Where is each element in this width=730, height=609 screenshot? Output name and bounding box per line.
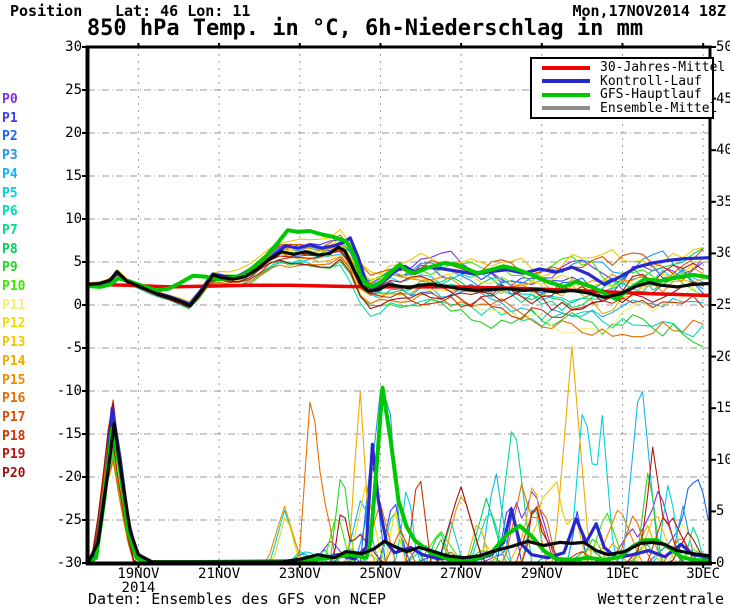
member-label-p4: P4 — [2, 166, 18, 182]
right-axis-tick-label: 5 — [716, 503, 725, 520]
member-label-p6: P6 — [2, 204, 18, 220]
series-ensemble-mean-temp — [88, 245, 710, 308]
right-axis-tick-label: 25 — [716, 297, 730, 313]
axis-ticks — [82, 43, 716, 568]
member-label-p14: P14 — [2, 353, 26, 369]
member-label-p15: P15 — [2, 372, 26, 388]
series-30yr-mean-temp — [88, 282, 710, 298]
left-axis-tick-label: -20 — [56, 469, 82, 485]
member-label-p20: P20 — [2, 466, 26, 481]
x-axis-tick-label: 19NOV — [117, 566, 160, 582]
right-axis-tick-label: 35 — [716, 193, 730, 210]
legend-item: Kontroll-Lauf — [542, 73, 712, 89]
left-axis-tick-label: 10 — [65, 211, 82, 227]
member-label-p1: P1 — [2, 110, 18, 126]
x-axis-tick-label: 21NOV — [198, 566, 241, 582]
x-axis-tick-label: 27NOV — [440, 566, 483, 582]
member-label-p5: P5 — [2, 185, 18, 201]
right-axis-tick-label: 0 — [716, 555, 725, 571]
series-gfs-main-precip — [88, 385, 710, 563]
legend-label: GFS-Hauptlauf — [600, 87, 702, 103]
gridlines — [88, 47, 710, 563]
left-axis-tick-label: 30 — [65, 39, 82, 55]
left-axis-tick-label: 5 — [73, 254, 82, 270]
x-axis-tick-label: 1DEC — [605, 566, 640, 582]
position-label: Position — [10, 2, 83, 20]
legend-line-swatch — [542, 92, 590, 97]
legend-label: 30-Jahres-Mittel — [600, 60, 726, 76]
chart-title: 850 hPa Temp. in °C, 6h-Niederschlag in … — [86, 16, 644, 41]
ensemble-member-temp-P13 — [88, 229, 704, 303]
left-axis-tick-label: -15 — [56, 426, 82, 442]
ensemble-member-precip-P10 — [88, 453, 709, 563]
member-label-p12: P12 — [2, 316, 26, 332]
ensemble-member-precip-P17 — [88, 418, 709, 563]
series-ensemble-mean-precip — [88, 422, 710, 563]
member-label-p9: P9 — [2, 260, 18, 276]
data-source-credit: Daten: Ensembles des GFS von NCEP — [88, 590, 387, 608]
right-axis-tick-label: 50 — [716, 39, 730, 55]
ensemble-member-precip-P7 — [88, 431, 709, 563]
legend-label: Ensemble-Mittel — [600, 100, 718, 116]
member-label-p8: P8 — [2, 241, 18, 257]
member-label-p19: P19 — [2, 447, 26, 463]
legend-line-swatch — [542, 79, 590, 84]
member-label-p2: P2 — [2, 129, 18, 145]
x-axis-tick-label: 23NOV — [278, 566, 321, 582]
ensemble-member-precip-P15 — [88, 408, 709, 563]
member-label-p13: P13 — [2, 335, 26, 351]
ensemble-member-precip-P1 — [88, 406, 709, 563]
legend-label: Kontroll-Lauf — [600, 73, 702, 89]
ensemble-member-precip-P18 — [88, 399, 709, 563]
member-label-p10: P10 — [2, 279, 26, 294]
legend-item: Ensemble-Mittel — [542, 101, 717, 116]
member-label-p16: P16 — [2, 391, 26, 407]
x-axis-tick-label: 29NOV — [520, 566, 563, 582]
left-axis-tick-label: -5 — [65, 340, 82, 356]
left-axis-tick-label: 20 — [65, 125, 82, 141]
legend: 30-Jahres-Mittel Kontroll-Lauf GFS-Hauptla… — [530, 57, 725, 119]
right-axis-tick-label: 30 — [716, 245, 730, 262]
x-axis-tick-label: 25NOV — [359, 566, 402, 582]
left-axis-tick-label: -25 — [56, 512, 82, 528]
right-axis-tick-label: 20 — [716, 348, 730, 365]
member-label-p17: P17 — [2, 409, 26, 425]
legend-item: GFS-Hauptlauf — [542, 87, 712, 103]
member-label-p3: P3 — [2, 148, 18, 164]
series-gfs-main-temp — [88, 228, 710, 301]
legend-line-swatch — [542, 106, 590, 111]
ensemble-member-precip-P14 — [88, 345, 709, 563]
member-label-p0: P0 — [2, 92, 18, 107]
member-label-p18: P18 — [2, 428, 26, 444]
x-axis-tick-label: 3DEC — [686, 566, 720, 582]
position-coordinates: Lat: 46 Lon: 11 — [115, 2, 251, 20]
curves — [88, 228, 710, 563]
left-axis-tick-label: 0 — [73, 297, 82, 313]
left-axis-tick-label: -30 — [56, 555, 82, 571]
member-label-p11: P11 — [2, 297, 26, 313]
ensemble-member-precip-P12 — [88, 428, 709, 563]
run-datetime: Mon,17NOV2014 18Z — [572, 2, 726, 20]
right-axis-tick-label: 15 — [716, 400, 730, 417]
legend-line-swatch — [542, 65, 590, 70]
left-axis-tick-label: 25 — [65, 82, 82, 98]
member-label-p7: P7 — [2, 222, 18, 238]
left-axis-tick-label: -10 — [56, 383, 82, 399]
right-axis-tick-label: 10 — [716, 451, 730, 468]
left-axis-tick-label: 15 — [65, 168, 82, 184]
ensemble-member-precip-P3 — [88, 390, 709, 563]
right-axis-tick-label: 45 — [716, 90, 730, 107]
right-axis-tick-label: 40 — [716, 142, 730, 159]
legend-item: 30-Jahres-Mittel — [542, 60, 725, 75]
x-axis-year-label: 2014 — [121, 580, 156, 596]
site-brand: Wetterzentrale — [597, 590, 724, 608]
